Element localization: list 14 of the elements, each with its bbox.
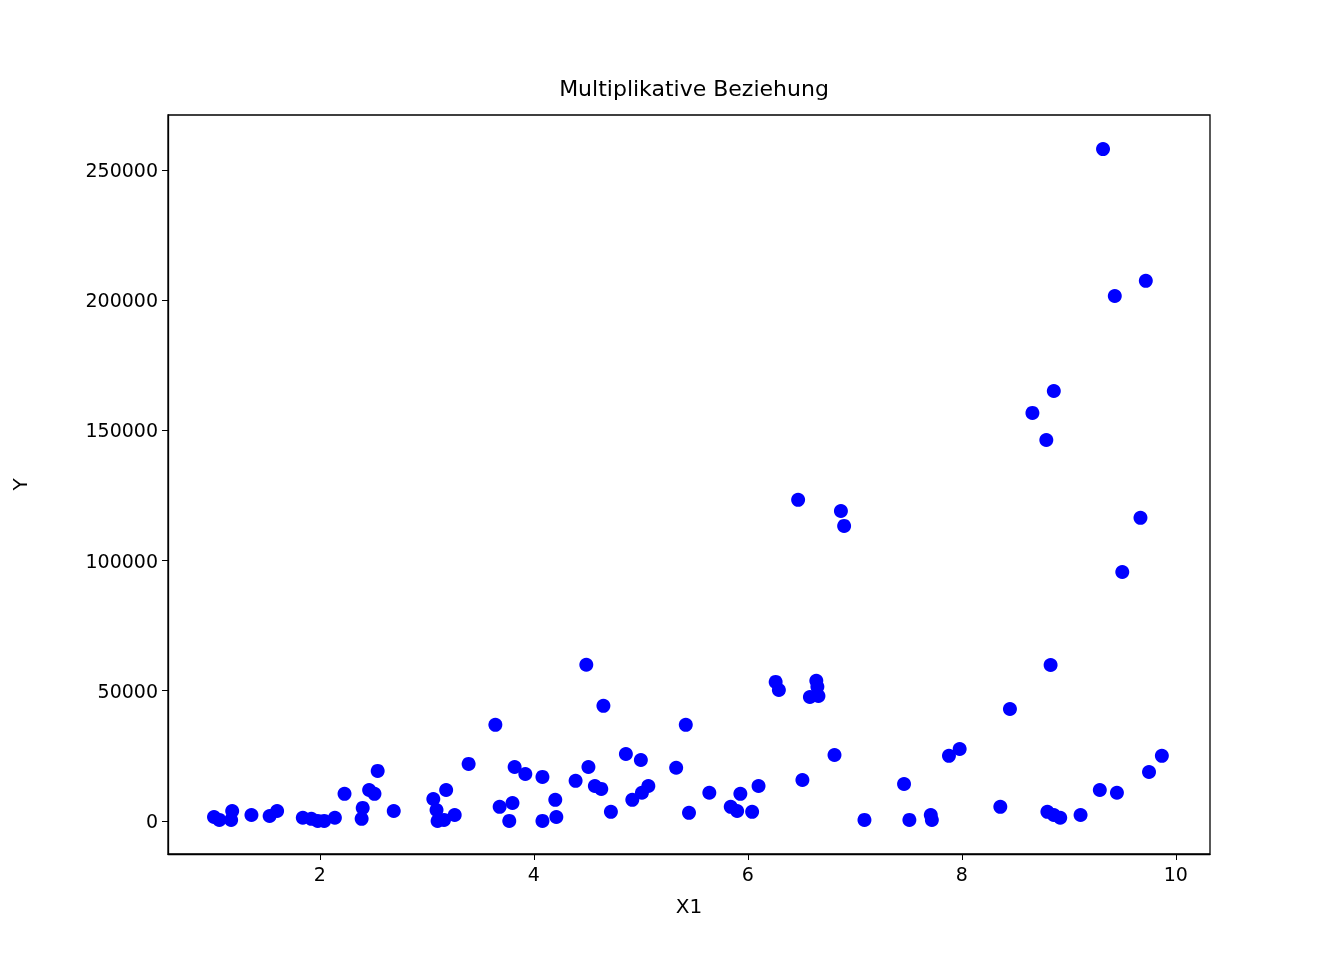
x-tick-label: 2 (313, 862, 326, 885)
y-tick-label: 200000 (85, 289, 158, 312)
y-axis-title: Y (8, 477, 32, 492)
chart-title: Multiplikative Beziehung (559, 75, 829, 101)
x-axis-title: X1 (675, 894, 703, 918)
x-tick-label: 4 (527, 862, 540, 885)
x-tick-label: 6 (741, 862, 754, 885)
x-tick-label: 10 (1163, 862, 1188, 885)
x-tick-label: 8 (955, 862, 968, 885)
y-tick-label: 100000 (85, 549, 158, 572)
y-tick-label: 150000 (85, 419, 158, 442)
y-tick-label: 50000 (97, 679, 158, 702)
y-tick-label: 0 (145, 809, 158, 832)
y-tick-label: 250000 (85, 158, 158, 181)
